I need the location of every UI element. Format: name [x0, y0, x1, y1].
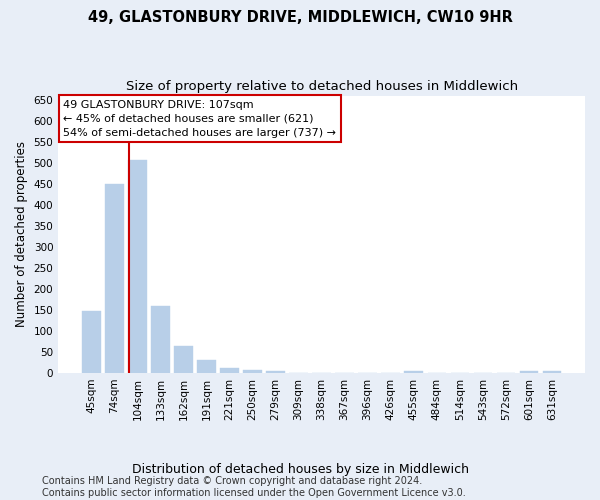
Text: Distribution of detached houses by size in Middlewich: Distribution of detached houses by size …	[131, 462, 469, 475]
Bar	[542, 371, 561, 373]
Text: 49, GLASTONBURY DRIVE, MIDDLEWICH, CW10 9HR: 49, GLASTONBURY DRIVE, MIDDLEWICH, CW10 …	[88, 10, 512, 25]
Bar	[220, 368, 239, 373]
Bar	[243, 370, 262, 373]
Bar	[82, 311, 101, 373]
Bar	[520, 371, 538, 373]
Bar	[197, 360, 215, 373]
Bar	[174, 346, 193, 373]
Title: Size of property relative to detached houses in Middlewich: Size of property relative to detached ho…	[125, 80, 518, 93]
Bar	[128, 160, 146, 373]
Bar	[404, 371, 423, 373]
Bar	[105, 184, 124, 373]
Text: Contains HM Land Registry data © Crown copyright and database right 2024.
Contai: Contains HM Land Registry data © Crown c…	[42, 476, 466, 498]
Bar	[151, 306, 170, 373]
Bar	[266, 372, 285, 373]
Text: 49 GLASTONBURY DRIVE: 107sqm
← 45% of detached houses are smaller (621)
54% of s: 49 GLASTONBURY DRIVE: 107sqm ← 45% of de…	[64, 100, 337, 138]
Y-axis label: Number of detached properties: Number of detached properties	[15, 142, 28, 328]
